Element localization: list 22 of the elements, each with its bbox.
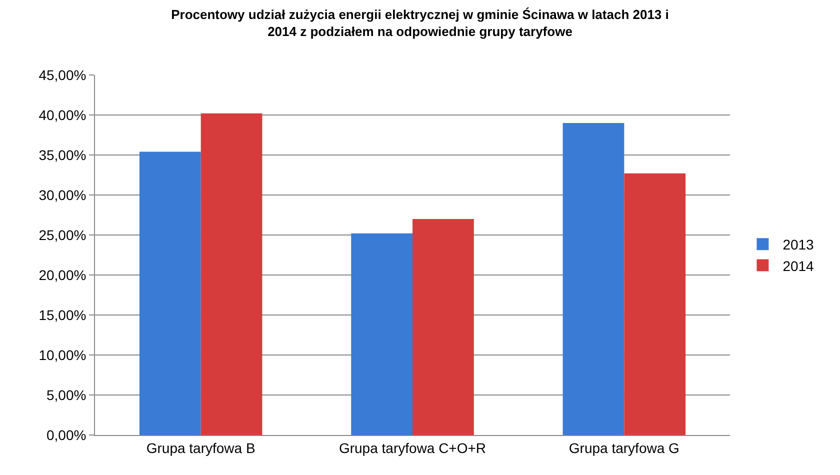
y-tick-label: 40,00%	[38, 106, 86, 123]
y-tick-label: 20,00%	[38, 266, 86, 283]
y-tick-label: 0,00%	[46, 426, 86, 443]
y-tick-label: 10,00%	[38, 346, 86, 363]
bar	[412, 219, 474, 435]
chart-title: Procentowy udział zużycia energii elektrycznej w gminie Ścinawa w latach 2013 i 2014 z podziałem na odpowiednie grupy taryfowe	[171, 7, 669, 39]
x-tick-label: Grupa taryfowa B	[146, 440, 256, 456]
legend-label: 2013	[782, 236, 814, 253]
y-tick-label: 35,00%	[38, 146, 86, 163]
bar	[200, 113, 262, 435]
legend-label: 2014	[782, 258, 814, 274]
y-tick-label: 30,00%	[38, 186, 86, 203]
y-tick-label: 5,00%	[46, 386, 86, 403]
bar	[351, 233, 412, 435]
bar	[562, 123, 624, 435]
y-tick-label: 25,00%	[38, 226, 86, 243]
x-tick-label: Grupa taryfowa G	[568, 440, 680, 456]
y-tick-label: 15,00%	[38, 306, 86, 323]
bar	[624, 173, 686, 435]
x-tick-label: Grupa taryfowa C+O+R	[338, 440, 486, 456]
bar	[139, 152, 201, 435]
y-tick-label: 45,00%	[38, 66, 86, 83]
